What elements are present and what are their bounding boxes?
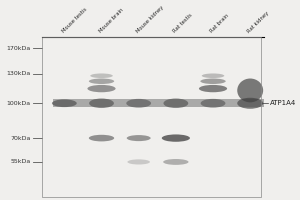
Text: 55kDa: 55kDa xyxy=(10,159,31,164)
Ellipse shape xyxy=(90,73,113,78)
Text: Mouse brain: Mouse brain xyxy=(98,7,124,34)
Ellipse shape xyxy=(200,79,226,84)
Ellipse shape xyxy=(237,79,263,102)
Ellipse shape xyxy=(201,99,225,108)
Text: Rat testis: Rat testis xyxy=(172,12,194,34)
Text: ATP1A4: ATP1A4 xyxy=(270,100,296,106)
Ellipse shape xyxy=(52,99,77,107)
Text: Mouse kidney: Mouse kidney xyxy=(135,4,164,34)
Text: 70kDa: 70kDa xyxy=(10,136,31,141)
Ellipse shape xyxy=(128,159,150,165)
Text: 170kDa: 170kDa xyxy=(6,46,31,51)
Bar xyxy=(42,37,262,197)
Ellipse shape xyxy=(163,159,188,165)
Bar xyxy=(53,99,264,107)
Ellipse shape xyxy=(127,135,151,141)
Ellipse shape xyxy=(199,85,227,92)
Text: Rat kidney: Rat kidney xyxy=(247,10,270,34)
Ellipse shape xyxy=(126,99,151,108)
Ellipse shape xyxy=(202,73,224,78)
Ellipse shape xyxy=(89,135,114,141)
Ellipse shape xyxy=(162,134,190,142)
Text: Mouse testis: Mouse testis xyxy=(61,7,88,34)
Text: 130kDa: 130kDa xyxy=(6,71,31,76)
Ellipse shape xyxy=(237,98,263,109)
Text: Rat brain: Rat brain xyxy=(209,13,230,34)
Ellipse shape xyxy=(89,98,114,108)
Ellipse shape xyxy=(164,98,188,108)
Ellipse shape xyxy=(89,79,114,84)
Text: 100kDa: 100kDa xyxy=(6,101,31,106)
Ellipse shape xyxy=(87,85,116,92)
